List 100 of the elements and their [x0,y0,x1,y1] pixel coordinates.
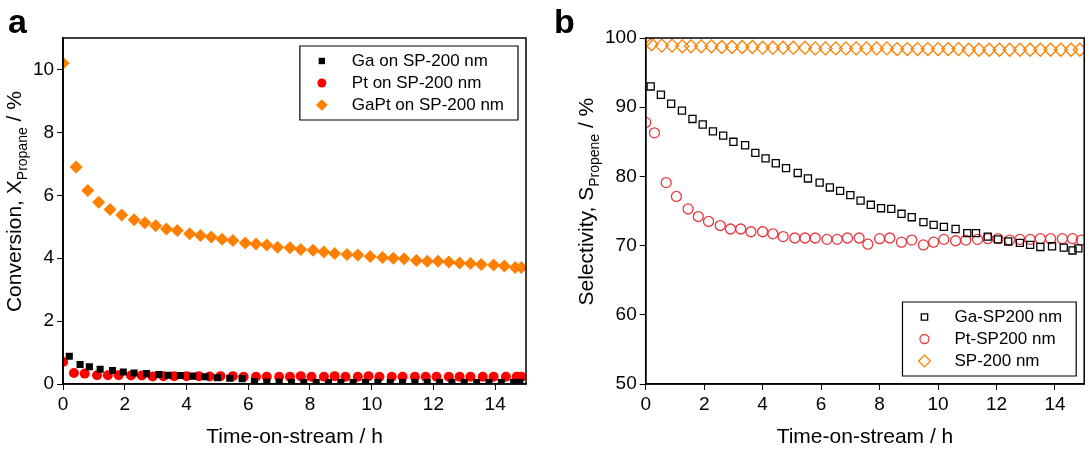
point [69,160,83,174]
y-tick-label: 2 [43,309,55,331]
point [193,229,207,243]
point [704,39,719,54]
point [352,371,363,382]
x-tick-label: 8 [874,392,885,414]
point [271,240,285,254]
point [1068,246,1077,255]
point [149,219,163,233]
point [155,371,163,379]
point [363,371,374,382]
point [142,370,150,378]
point [1074,244,1083,253]
point [930,41,946,57]
y-tick-label: 70 [615,233,637,255]
point [183,227,197,241]
point [1044,233,1057,245]
point [982,233,994,245]
point [963,228,972,238]
point [951,41,966,57]
point [463,257,477,271]
point [1024,233,1036,246]
y-tick-label: 60 [615,303,637,325]
point [887,204,896,214]
x-tick-label: 14 [484,392,507,414]
point [682,203,694,215]
x-tick-label: 6 [242,392,254,414]
point [869,41,884,56]
point [897,209,906,218]
point [815,178,824,187]
point [465,371,476,382]
point [884,232,896,244]
point [928,236,940,248]
point [714,219,726,232]
point [170,224,184,237]
point [929,220,938,230]
x-tick-label: 14 [1044,392,1066,414]
point [497,259,511,273]
point [329,371,340,382]
x-tick-label: 4 [757,392,769,414]
point [949,235,962,247]
point [1015,238,1025,248]
point [1066,233,1079,245]
point [238,236,252,250]
point [376,251,390,265]
point [971,228,981,238]
point [670,190,683,203]
point [306,243,320,257]
point [698,120,707,129]
point [1036,242,1045,252]
point [340,247,354,261]
point [900,41,915,57]
point [895,236,908,248]
point [328,246,342,260]
x-tick-label: 10 [361,392,383,414]
point [917,239,930,251]
point [771,159,780,168]
point [215,232,229,246]
point [793,168,802,178]
point [835,186,845,196]
point [675,39,690,54]
point [862,238,874,250]
point [189,372,197,380]
x-tick-label: 2 [698,392,710,414]
point [160,222,174,236]
x-tick-label: 0 [57,392,69,414]
x-tick-label: 10 [927,392,949,414]
point [474,257,488,271]
point [799,232,811,244]
x-tick-label: 8 [304,392,316,414]
point [68,367,79,378]
point [735,223,747,235]
point [409,253,423,267]
point [724,39,740,55]
point [714,39,729,55]
point [108,366,117,375]
legend-label: Pt-SP200 nm [954,328,1056,348]
legend-label: Pt on SP-200 nm [351,72,482,92]
x-tick-label: 2 [119,392,131,414]
point [386,251,400,265]
point [249,237,263,251]
point [919,217,928,227]
point [876,204,886,213]
point [487,258,501,272]
legend-label: Ga-SP200 nm [954,306,1063,326]
y-tick-label: 100 [605,26,637,48]
point [694,39,709,54]
point [745,226,757,238]
point [828,41,843,56]
point [920,41,935,57]
point [951,224,960,234]
point [846,190,855,200]
point [103,202,117,216]
point [351,248,365,262]
point [85,363,93,371]
y-tick-label: 80 [615,164,637,186]
point [1034,233,1046,245]
point [1056,233,1068,245]
point [938,233,950,246]
point [340,371,351,382]
